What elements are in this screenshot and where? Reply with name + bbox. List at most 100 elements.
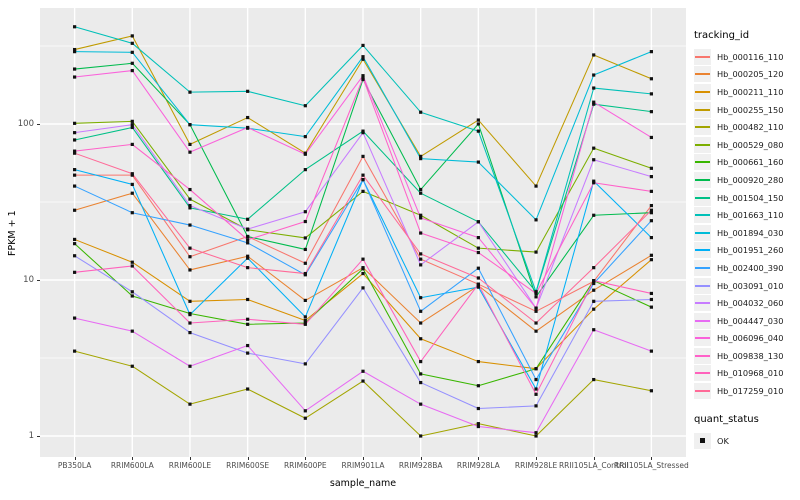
data-point — [534, 291, 538, 296]
data-point — [188, 150, 192, 154]
data-point — [361, 189, 365, 193]
legend-entry-label: Hb_004447_030 — [717, 315, 784, 326]
data-point — [649, 50, 653, 54]
data-point — [592, 377, 596, 382]
data-point — [246, 266, 250, 270]
data-point — [246, 227, 250, 231]
data-point — [73, 208, 77, 212]
x-tick-mark — [189, 457, 191, 460]
legend-entry: Hb_001951_260 — [694, 242, 800, 260]
data-point — [303, 322, 307, 326]
data-point — [649, 175, 653, 179]
data-point — [361, 369, 365, 373]
data-point — [361, 55, 365, 59]
legend-entry: Hb_000920_280 — [694, 171, 800, 189]
data-point — [130, 260, 134, 264]
data-point — [419, 154, 423, 158]
data-point — [130, 264, 134, 268]
x-tick-mark — [593, 457, 595, 460]
data-point — [592, 181, 596, 185]
x-axis-title: sample_name — [329, 478, 397, 489]
data-point — [476, 285, 480, 289]
data-point — [188, 402, 192, 406]
legend-entry-label: Hb_000211_110 — [717, 86, 784, 97]
data-point — [73, 25, 77, 29]
y-tick-mark — [37, 436, 40, 437]
data-point — [534, 392, 538, 396]
data-point — [130, 290, 134, 294]
data-point — [419, 321, 423, 325]
x-tick-mark — [132, 457, 134, 460]
legend-key-swatch — [694, 171, 711, 188]
legend-key-swatch — [694, 48, 711, 65]
legend-entry-label: Hb_006096_040 — [717, 333, 784, 344]
data-point — [188, 223, 192, 227]
legend-entry-label: Hb_001951_260 — [717, 245, 784, 256]
data-point — [246, 322, 250, 326]
data-point — [246, 254, 250, 258]
legend-entry: Hb_001663_110 — [694, 206, 800, 224]
data-point — [476, 246, 480, 250]
data-point — [130, 50, 134, 54]
data-point — [419, 257, 423, 261]
x-tick-label: RRIM928BA — [398, 461, 443, 470]
legend-key-swatch — [694, 101, 711, 118]
data-point — [649, 305, 653, 309]
data-point — [130, 61, 134, 65]
legend-entry-label: Hb_000116_110 — [717, 51, 784, 62]
data-point — [246, 234, 250, 239]
data-point — [303, 247, 307, 252]
data-point — [419, 434, 423, 438]
x-tick-label: RRIM600LA — [110, 461, 154, 470]
legend-key-swatch — [694, 295, 711, 312]
legend-panel: tracking_id Hb_000116_110 Hb_000205_120 Hb… — [694, 30, 800, 449]
legend-key-swatch — [694, 277, 711, 294]
data-point — [649, 219, 653, 223]
data-point — [534, 377, 538, 382]
legend-entry-label: Hb_000482_110 — [717, 122, 784, 133]
legend-key-swatch — [694, 383, 711, 400]
data-point — [73, 270, 77, 274]
data-point — [592, 158, 596, 162]
legend-entry: Hb_017259_010 — [694, 382, 800, 400]
data-point — [649, 253, 653, 257]
data-point — [361, 257, 365, 261]
data-point — [73, 149, 77, 153]
data-point — [73, 75, 77, 79]
legend-title-quant-status: quant_status — [694, 413, 759, 425]
data-point — [476, 282, 480, 286]
data-point — [246, 343, 250, 348]
data-point — [592, 213, 596, 217]
data-point — [246, 238, 250, 242]
x-tick-mark — [536, 457, 538, 460]
x-tick-label: RRIM600LE — [168, 461, 212, 470]
legend-entry-label: Hb_001894_030 — [717, 227, 784, 238]
data-point — [73, 131, 77, 135]
y-tick-label: 100 — [17, 119, 34, 129]
data-point — [534, 218, 538, 222]
data-point — [649, 110, 653, 114]
data-point — [534, 329, 538, 333]
data-point — [130, 364, 134, 368]
data-point — [361, 286, 365, 290]
data-point — [476, 160, 480, 164]
data-point — [246, 115, 250, 120]
data-point — [649, 77, 653, 81]
data-point — [73, 67, 77, 71]
legend-entry: Hb_000211_110 — [694, 83, 800, 101]
data-point — [130, 68, 134, 73]
data-point — [534, 321, 538, 325]
legend-entry: Hb_000482_110 — [694, 118, 800, 136]
legend-entry: Hb_004032_060 — [694, 294, 800, 312]
data-point — [246, 317, 250, 321]
data-point — [130, 329, 134, 333]
data-point — [534, 184, 538, 188]
legend-line-swatch — [695, 161, 710, 164]
data-point — [419, 359, 423, 364]
data-point — [73, 316, 77, 320]
data-point — [246, 387, 250, 391]
legend-line-swatch — [695, 284, 710, 287]
data-point — [188, 321, 192, 325]
data-point — [592, 307, 596, 311]
legend-line-swatch — [695, 231, 710, 234]
